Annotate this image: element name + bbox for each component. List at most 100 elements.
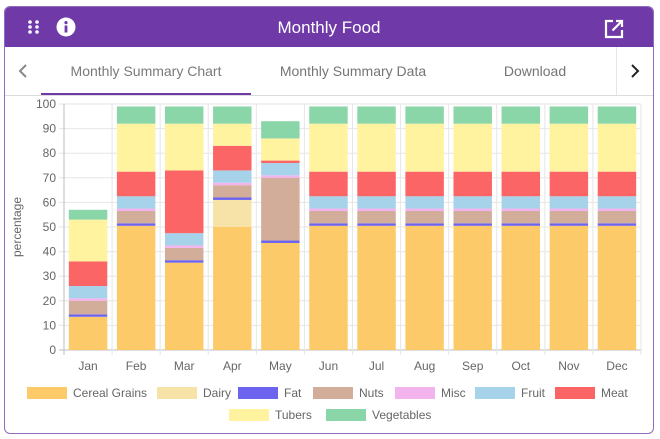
apps-grid-icon[interactable]	[27, 19, 41, 35]
bar-fat-may	[261, 240, 300, 243]
legend-item-meat[interactable]: Meat	[555, 386, 628, 400]
bar-meat-dec	[597, 171, 637, 197]
bar-fruit-oct	[501, 196, 541, 209]
tab-monthly-summary-chart[interactable]: Monthly Summary Chart	[41, 47, 251, 95]
bar-misc-oct	[501, 208, 541, 212]
legend-swatch	[313, 387, 353, 399]
bar-cereal-grains-jun	[309, 225, 348, 350]
y-tick-label: 20	[43, 294, 57, 308]
bar-nuts-aug	[405, 211, 444, 224]
bar-tubers-oct	[501, 123, 541, 172]
bar-fruit-nov	[549, 196, 589, 209]
legend-swatch	[238, 387, 278, 399]
bar-vegetables-jul	[357, 106, 396, 124]
bar-fat-jun	[309, 223, 348, 226]
tab-monthly-summary-data[interactable]: Monthly Summary Data	[279, 63, 427, 79]
bar-vegetables-jun	[309, 106, 348, 124]
y-tick-label: 90	[43, 122, 57, 136]
bar-fruit-jan	[68, 286, 108, 299]
bar-cereal-grains-aug	[405, 225, 444, 350]
bar-nuts-sep	[453, 211, 492, 224]
legend-label: Vegetables	[372, 408, 432, 422]
bar-misc-apr	[213, 182, 252, 186]
bar-nuts-may	[261, 177, 300, 241]
bar-meat-feb	[116, 171, 156, 197]
bar-cereal-grains-mar	[164, 262, 204, 350]
tab-download[interactable]: Download	[503, 63, 567, 79]
bar-cereal-grains-apr	[213, 227, 252, 350]
bar-cereal-grains-may	[261, 242, 300, 350]
bar-fat-mar	[164, 260, 204, 263]
tab-scroll-left[interactable]	[5, 47, 41, 95]
bar-fat-jul	[357, 223, 396, 226]
bar-nuts-jul	[357, 211, 396, 224]
legend-item-dairy[interactable]: Dairy	[157, 386, 231, 400]
x-tick-label: Mar	[174, 359, 195, 373]
legend-swatch	[157, 387, 197, 399]
bar-vegetables-mar	[164, 106, 204, 124]
bar-nuts-jan	[68, 300, 108, 315]
app-window: Monthly Food Monthly Summary Chart Month…	[4, 6, 654, 434]
y-tick-label: 0	[49, 343, 56, 357]
x-tick-label: Jun	[319, 359, 338, 373]
y-axis-label: percentage	[10, 197, 24, 257]
bar-cereal-grains-nov	[549, 225, 589, 350]
bar-tubers-mar	[164, 123, 204, 171]
bar-vegetables-nov	[549, 106, 589, 124]
bar-cereal-grains-jul	[357, 225, 396, 350]
bar-nuts-mar	[164, 247, 204, 261]
bar-meat-jun	[309, 171, 348, 197]
legend-label: Tubers	[275, 408, 312, 422]
legend-swatch	[326, 409, 366, 421]
legend-item-fat[interactable]: Fat	[238, 386, 301, 400]
page-title: Monthly Food	[277, 18, 381, 37]
legend-label: Cereal Grains	[73, 386, 148, 400]
bar-fruit-sep	[453, 196, 492, 209]
x-tick-label: Aug	[414, 359, 435, 373]
y-tick-label: 70	[43, 171, 57, 185]
y-tick-label: 40	[43, 245, 57, 259]
legend-label: Fruit	[521, 386, 545, 400]
bar-misc-aug	[405, 208, 444, 212]
bar-tubers-nov	[549, 123, 589, 172]
y-tick-label: 30	[43, 269, 57, 283]
chart-legend: Cereal Grains Dairy Fat Nuts Misc Fruit Meat Tu…	[5, 386, 653, 430]
bar-tubers-dec	[597, 123, 637, 172]
bar-fruit-may	[261, 163, 300, 176]
bar-fruit-mar	[164, 233, 204, 246]
y-tick-label: 80	[43, 146, 57, 160]
legend-item-nuts[interactable]: Nuts	[313, 386, 384, 400]
open-in-new-icon[interactable]	[603, 18, 625, 40]
legend-swatch	[475, 387, 515, 399]
tab-scroll-right[interactable]	[616, 47, 653, 95]
x-tick-label: May	[269, 359, 292, 373]
legend-item-fruit[interactable]: Fruit	[475, 386, 545, 400]
y-tick-label: 60	[43, 195, 57, 209]
legend-item-misc[interactable]: Misc	[395, 386, 466, 400]
info-icon[interactable]	[56, 17, 76, 37]
x-tick-label: Jan	[78, 359, 97, 373]
bar-dairy-apr	[213, 199, 252, 227]
bar-nuts-feb	[116, 211, 156, 224]
legend-label: Misc	[441, 386, 466, 400]
bar-vegetables-dec	[597, 106, 637, 124]
bar-misc-jun	[309, 208, 348, 212]
legend-label: Fat	[284, 386, 302, 400]
bar-misc-sep	[453, 208, 492, 212]
bar-meat-oct	[501, 171, 541, 197]
bar-cereal-grains-sep	[453, 225, 492, 350]
bar-meat-jan	[68, 261, 108, 287]
bar-fruit-aug	[405, 196, 444, 209]
y-tick-label: 50	[43, 220, 57, 234]
stacked-bar-chart: 0 10 20 30 40 50 60 70 80 90 100 percentage Jan Feb Ma…	[10, 97, 642, 373]
chevron-left-icon	[18, 64, 27, 78]
legend-label: Nuts	[359, 386, 384, 400]
legend-item-tubers[interactable]: Tubers	[229, 408, 312, 422]
legend-item-cereal-grains[interactable]: Cereal Grains	[27, 386, 147, 400]
bar-fruit-jul	[357, 196, 396, 209]
legend-swatch	[395, 387, 435, 399]
legend-item-vegetables[interactable]: Vegetables	[326, 408, 431, 422]
bar-nuts-nov	[549, 211, 589, 224]
bar-fat-oct	[501, 223, 541, 226]
bar-meat-mar	[164, 170, 204, 234]
